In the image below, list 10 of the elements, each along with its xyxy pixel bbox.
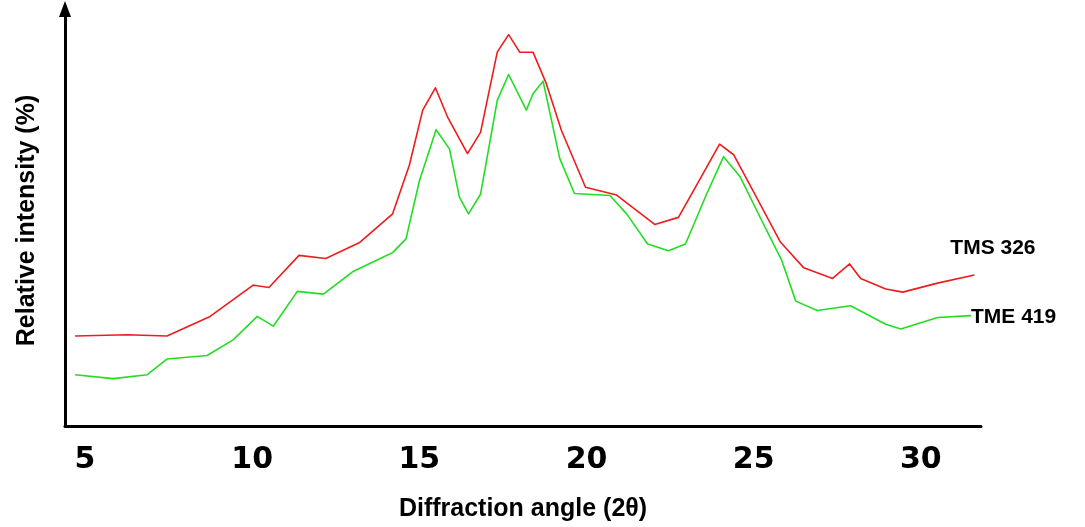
x-tick-label: 30 bbox=[899, 439, 942, 475]
x-tick-label: 25 bbox=[732, 439, 775, 475]
x-tick-label: 15 bbox=[398, 439, 441, 475]
x-tick-label: 20 bbox=[565, 439, 608, 475]
x-axis-title: Diffraction angle (2θ) bbox=[398, 492, 648, 521]
y-axis-title: Relative intensity (%) bbox=[10, 94, 39, 347]
series-label: TME 419 bbox=[970, 304, 1057, 328]
x-tick-label: 5 bbox=[74, 439, 96, 475]
series-label: TMS 326 bbox=[950, 235, 1036, 259]
x-tick-label: 10 bbox=[231, 439, 274, 475]
